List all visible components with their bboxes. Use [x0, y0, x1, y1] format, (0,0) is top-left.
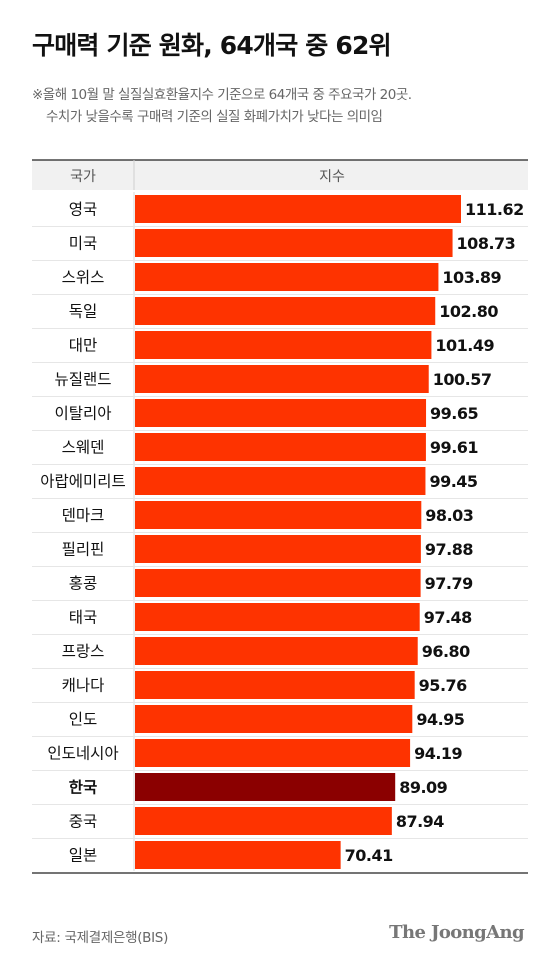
bar [135, 841, 341, 869]
value-label: 89.09 [399, 778, 447, 797]
category-label: 캐나다 [62, 677, 105, 695]
value-label: 95.76 [419, 676, 467, 695]
bar [135, 807, 392, 835]
value-label: 101.49 [435, 336, 494, 355]
bar [135, 399, 427, 427]
bar [135, 501, 422, 529]
value-label: 70.41 [345, 846, 393, 865]
bar [135, 773, 396, 801]
value-label: 108.73 [457, 234, 516, 253]
bar [135, 705, 413, 733]
value-label: 99.61 [430, 438, 478, 457]
value-label: 100.57 [433, 370, 492, 389]
category-label: 태국 [69, 609, 98, 627]
bar [135, 365, 429, 393]
bar [135, 195, 461, 223]
bar [135, 569, 421, 597]
category-label: 스위스 [62, 269, 105, 287]
value-label: 96.80 [422, 642, 470, 661]
value-label: 94.19 [414, 744, 462, 763]
category-label: 인도네시아 [47, 745, 118, 763]
header-country: 국가 [70, 169, 96, 185]
bar [135, 739, 411, 767]
chart-note: ※올해 10월 말 실질실효환율지수 기준으로 64개국 중 주요국가 20곳.… [32, 84, 537, 128]
bar [135, 637, 418, 665]
category-label: 미국 [69, 235, 98, 253]
table-header [32, 160, 528, 190]
value-label: 103.89 [442, 268, 501, 287]
bar [135, 467, 426, 495]
source-text: 자료: 국제결제은행(BIS) [32, 930, 169, 946]
value-label: 94.95 [416, 710, 464, 729]
category-label: 필리핀 [62, 541, 105, 559]
bar [135, 535, 421, 563]
value-label: 102.80 [439, 302, 498, 321]
value-label: 87.94 [396, 812, 444, 831]
bar [135, 229, 453, 257]
category-label: 한국 [69, 778, 98, 797]
category-label: 스웨덴 [62, 439, 105, 457]
chart-title: 구매력 기준 원화, 64개국 중 62위 [32, 31, 392, 60]
note-line-1: ※올해 10월 말 실질실효환율지수 기준으로 64개국 중 주요국가 20곳. [32, 87, 412, 103]
note-line-2: 수치가 낮을수록 구매력 기준의 실질 화폐가치가 낮다는 의미임 [46, 109, 383, 125]
bar [135, 263, 439, 291]
bar [135, 603, 420, 631]
brand-logo: The JoongAng [389, 922, 524, 943]
category-label: 독일 [69, 303, 98, 321]
category-label: 이탈리아 [54, 405, 111, 423]
category-label: 프랑스 [62, 643, 105, 661]
category-label: 아랍에미리트 [40, 473, 126, 491]
bar [135, 671, 415, 699]
value-label: 111.62 [465, 200, 524, 219]
category-label: 인도 [69, 711, 98, 729]
value-label: 99.65 [430, 404, 478, 423]
value-label: 97.79 [425, 574, 473, 593]
category-label: 중국 [69, 813, 98, 831]
header-index: 지수 [319, 169, 345, 185]
bar [135, 433, 426, 461]
bar [135, 331, 432, 359]
value-label: 97.48 [424, 608, 472, 627]
category-label: 대만 [69, 337, 98, 355]
category-label: 뉴질랜드 [54, 371, 111, 389]
category-label: 일본 [69, 847, 98, 865]
value-label: 97.88 [425, 540, 473, 559]
category-label: 영국 [69, 201, 98, 219]
bar [135, 297, 436, 325]
category-label: 홍콩 [69, 575, 98, 593]
value-label: 99.45 [429, 472, 477, 491]
category-label: 덴마크 [62, 507, 105, 525]
value-label: 98.03 [425, 506, 473, 525]
